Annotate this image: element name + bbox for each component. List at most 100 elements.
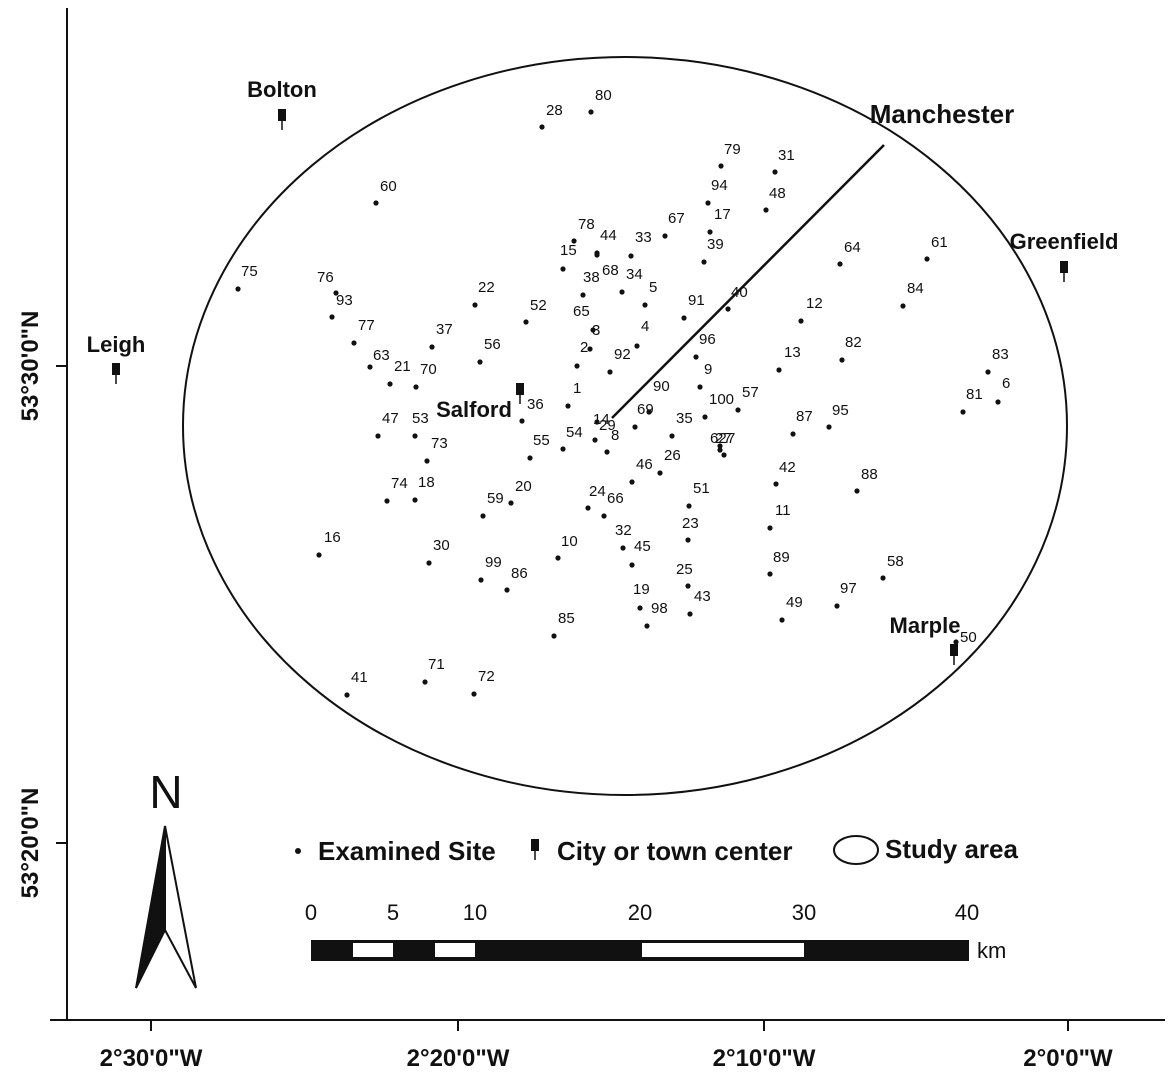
site-label: 94 <box>711 177 728 194</box>
site-label: 4 <box>641 318 649 335</box>
site-label: 88 <box>861 466 878 483</box>
site-label: 71 <box>428 656 445 673</box>
site-point <box>773 481 779 487</box>
examined-site: 74 <box>384 475 408 504</box>
site-point <box>826 424 832 430</box>
site-point <box>834 603 840 609</box>
city-label: Marple <box>890 613 961 638</box>
site-point <box>235 286 241 292</box>
examined-site: 48 <box>763 185 786 213</box>
site-label: 61 <box>931 234 948 251</box>
site-label: 59 <box>487 490 504 507</box>
city-center-leigh: Leigh <box>87 332 145 384</box>
site-point <box>718 163 724 169</box>
site-point <box>701 259 707 265</box>
site-point <box>685 537 691 543</box>
scale-label: 0 <box>305 900 317 925</box>
site-label: 49 <box>786 594 803 611</box>
site-label: 9 <box>704 361 712 378</box>
site-label: 73 <box>431 435 448 452</box>
site-label: 6 <box>1002 375 1010 392</box>
site-point <box>900 303 906 309</box>
site-label: 84 <box>907 280 924 297</box>
scale-bar-segment-white <box>353 943 393 957</box>
examined-site: 96 <box>693 331 716 360</box>
site-label: 15 <box>560 242 577 259</box>
examined-site: 23 <box>682 515 699 543</box>
site-label: 14 <box>593 411 610 428</box>
site-label: 60 <box>380 178 397 195</box>
site-label: 42 <box>779 459 796 476</box>
examined-site: 69 <box>632 401 654 430</box>
city-centers-layer: Bolton Leigh Salford Greenfield Marple <box>87 77 1119 665</box>
site-point <box>697 384 703 390</box>
site-label: 5 <box>649 279 657 296</box>
examined-site: 86 <box>504 565 528 593</box>
north-arrow-label: N <box>149 766 182 818</box>
site-point <box>646 409 652 415</box>
scale-bar-outline <box>311 940 969 961</box>
examined-site: 2 <box>574 339 588 369</box>
site-point <box>662 233 668 239</box>
site-point <box>985 369 991 375</box>
examined-site: 83 <box>985 346 1009 375</box>
examined-site: 100 <box>702 391 734 420</box>
examined-site: 14 <box>593 411 610 428</box>
site-point <box>634 343 640 349</box>
site-label: 91 <box>688 292 705 309</box>
manchester-label: Manchester <box>870 99 1015 129</box>
site-point <box>686 503 692 509</box>
site-point <box>333 290 339 296</box>
examined-site: 65 <box>573 303 596 333</box>
city-label: Salford <box>436 397 512 422</box>
site-point <box>725 306 731 312</box>
site-label: 99 <box>485 554 502 571</box>
examined-site: 6 <box>995 375 1010 405</box>
examined-site: 19 <box>633 581 650 611</box>
site-point <box>594 419 600 425</box>
site-label: 81 <box>966 386 983 403</box>
examined-site: 85 <box>551 610 575 639</box>
scale-bar: 0 5 10 20 30 40 km <box>305 900 1006 963</box>
site-label: 2 <box>580 339 588 356</box>
site-label: 58 <box>887 553 904 570</box>
site-label: 89 <box>773 549 790 566</box>
examined-site: 72 <box>471 668 495 697</box>
examined-site: 43 <box>687 588 711 617</box>
examined-site: 5 <box>642 279 657 308</box>
north-arrow: N <box>135 766 197 989</box>
city-label: Bolton <box>247 77 317 102</box>
site-label: 21 <box>394 358 411 375</box>
scale-label: 20 <box>628 900 652 925</box>
site-point <box>426 560 432 566</box>
site-point <box>351 340 357 346</box>
city-center-salford: Salford <box>436 383 524 422</box>
legend-city-label: City or town center <box>557 836 792 866</box>
examined-site: 87 <box>790 408 813 437</box>
site-point <box>574 363 580 369</box>
site-label: 38 <box>583 269 600 286</box>
site-point <box>772 169 778 175</box>
examined-site: 52 <box>523 297 547 325</box>
examined-site: 13 <box>776 344 801 373</box>
site-point <box>478 577 484 583</box>
site-label: 77 <box>358 317 375 334</box>
site-point <box>693 354 699 360</box>
x-tick-label: 2°30'0"W <box>100 1045 203 1072</box>
city-label: Greenfield <box>1010 229 1119 254</box>
site-label: 50 <box>960 629 977 646</box>
examined-site: 71 <box>422 656 445 685</box>
site-label: 8 <box>611 427 619 444</box>
examined-site: 15 <box>560 242 577 272</box>
north-arrow-right-half <box>164 825 197 989</box>
site-point <box>504 587 510 593</box>
examined-site: 33 <box>628 229 652 259</box>
y-tick-label: 53°30'0"N <box>17 311 44 422</box>
site-point <box>707 229 713 235</box>
legend-area-label: Study area <box>885 834 1018 864</box>
examined-site: 94 <box>705 177 728 206</box>
examined-site: 39 <box>701 236 724 265</box>
site-label: 40 <box>731 284 748 301</box>
site-point <box>735 407 741 413</box>
examined-site: 57 <box>735 384 759 413</box>
